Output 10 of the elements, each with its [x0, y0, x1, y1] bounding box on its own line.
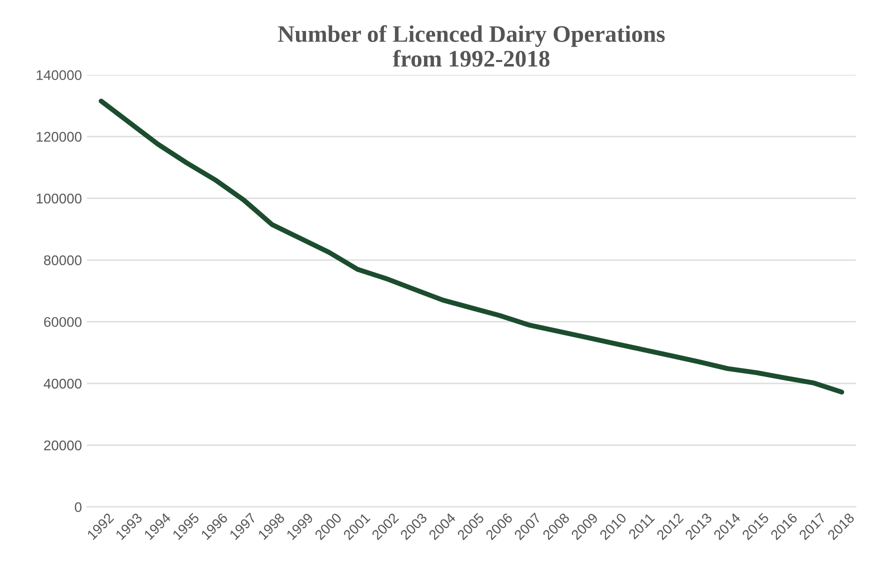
- y-tick-label: 60000: [44, 317, 82, 327]
- y-tick-label: 80000: [44, 255, 82, 266]
- y-tick-label: 140000: [36, 70, 82, 80]
- y-tick-label: 100000: [36, 194, 82, 204]
- y-tick-label: 0: [74, 502, 82, 512]
- chart-title: Number of Licenced Dairy Operations from 1992-2018: [278, 25, 665, 67]
- y-tick-label: 20000: [44, 440, 82, 450]
- y-tick-label: 120000: [36, 132, 82, 142]
- y-tick-label: 40000: [44, 378, 82, 389]
- line-series: [98, 98, 844, 395]
